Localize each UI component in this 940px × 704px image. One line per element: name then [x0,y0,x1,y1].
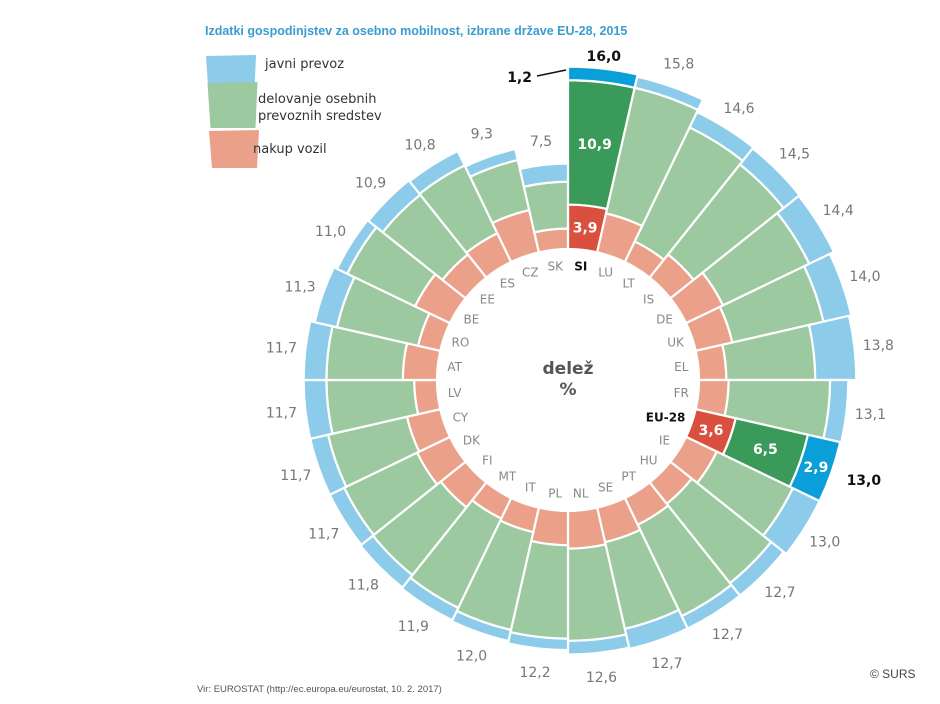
country-label-IE: IE [659,434,670,448]
country-label-FR: FR [674,386,689,400]
country-label-EL: EL [674,360,689,374]
total-label-FR: 13,1 [855,407,886,423]
country-label-EE: EE [480,292,495,306]
total-label-EU-28: 13,0 [847,473,882,489]
total-label-PL: 12,2 [519,665,550,681]
country-label-BE: BE [464,312,480,326]
total-label-UK: 14,0 [849,269,880,285]
total-label-IS: 14,5 [779,147,810,163]
bar-EL-public [807,314,858,382]
segment-label-SI-public: 1,2 [507,70,532,86]
total-label-MT: 11,9 [398,619,429,635]
total-label-CY: 11,7 [280,468,311,484]
legend-label-operation-line1: delovanje osebnih [258,92,377,107]
legend-label-public-transport: javni prevoz [265,57,345,72]
bar-EL-purchase [694,343,728,382]
country-label-IT: IT [525,481,537,495]
legend-label-vehicle-purchase: nakup vozil [253,142,327,157]
bar-DE-public [775,194,836,266]
country-label-ES: ES [500,276,515,290]
country-label-RO: RO [451,335,469,349]
bar-BE-public [335,218,378,276]
country-label-SK: SK [547,260,564,274]
country-label-PT: PT [621,470,636,484]
total-label-PT: 12,7 [712,627,743,643]
country-label-CZ: CZ [522,265,539,279]
total-label-EE: 10,9 [355,176,386,192]
bar-LT-public [688,110,755,163]
total-label-BE: 11,0 [315,224,346,240]
total-label-AT: 11,7 [266,341,297,357]
leader-line-SI-public [536,69,567,77]
total-label-IE: 13,0 [809,534,840,550]
bar-UK-public [802,252,853,323]
country-label-SE: SE [598,481,613,495]
bar-IS-public [738,146,802,210]
bar-IE-public [761,486,822,556]
total-label-LT: 14,6 [723,101,754,117]
bar-ES-public [408,149,467,196]
country-label-IS: IS [643,292,654,306]
source-note: Vir: EUROSTAT (http://ec.europa.eu/euros… [197,684,442,695]
segment-label-SI-1: 10,9 [577,137,612,153]
total-label-RO: 11,3 [285,279,316,295]
segment-label-EU-28-2: 2,9 [804,460,829,476]
segment-label-EU-28-0: 3,6 [699,423,724,439]
bar-SE-public [623,608,690,651]
total-label-SE: 12,7 [651,656,682,672]
segment-label-SI-0: 3,9 [573,221,598,237]
segment-label-EU-28-1: 6,5 [753,442,778,458]
bar-LU-public [633,75,705,112]
legend-swatch-vehicle-purchase [209,130,259,168]
total-label-LV: 11,7 [266,405,297,421]
country-label-MT: MT [499,470,517,484]
country-label-DE: DE [656,312,673,326]
country-label-HU: HU [640,454,658,468]
bar-FR-public [822,378,850,444]
legend-swatch-operation [207,82,258,128]
center-unit: % [559,380,576,400]
total-label-HU: 12,7 [764,585,795,601]
total-label-FI: 11,8 [348,578,379,594]
country-label-LU: LU [598,265,613,279]
chart-title: Izdatki gospodinjstev za osebno mobilnos… [205,24,628,38]
center-label: delež [543,359,594,379]
country-label-PL: PL [548,486,562,500]
country-label-DK: DK [463,434,481,448]
legend-label-operation-line2: prevoznih sredstev [258,109,382,124]
country-label-CY: CY [453,411,469,425]
country-label-SI: SI [574,260,587,274]
total-label-DE: 14,4 [823,203,854,219]
bar-RO-public [313,265,356,329]
country-label-UK: UK [667,335,685,349]
country-label-NL: NL [573,486,589,500]
bar-AT-public [302,319,334,382]
total-label-NL: 12,6 [586,670,617,686]
bar-NL-public [566,633,631,656]
total-label-SK: 7,5 [530,134,552,150]
bar-CZ-public [463,147,520,179]
total-label-CZ: 9,3 [471,127,493,143]
country-label-LV: LV [448,386,462,400]
country-label-LT: LT [622,276,635,290]
total-label-IT: 12,0 [456,648,487,664]
country-label-FI: FI [482,454,492,468]
total-label-DK: 11,7 [308,526,339,542]
total-label-ES: 10,8 [404,138,435,154]
total-label-EL: 13,8 [863,338,894,354]
bar-PL-public [506,630,570,652]
total-label-LU: 15,8 [663,57,694,73]
bar-EE-public [366,178,422,234]
bar-FI-public [358,534,414,590]
bar-LV-purchase [413,378,442,416]
bar-MT-public [400,576,460,622]
bar-SI-public [566,65,640,90]
country-label-EU-28: EU-28 [646,411,686,425]
country-label-AT: AT [447,360,462,374]
copyright: © SURS [870,667,916,681]
bar-IT-public [450,609,513,643]
bar-SK-public [518,162,570,189]
total-label-SI: 16,0 [587,49,622,65]
